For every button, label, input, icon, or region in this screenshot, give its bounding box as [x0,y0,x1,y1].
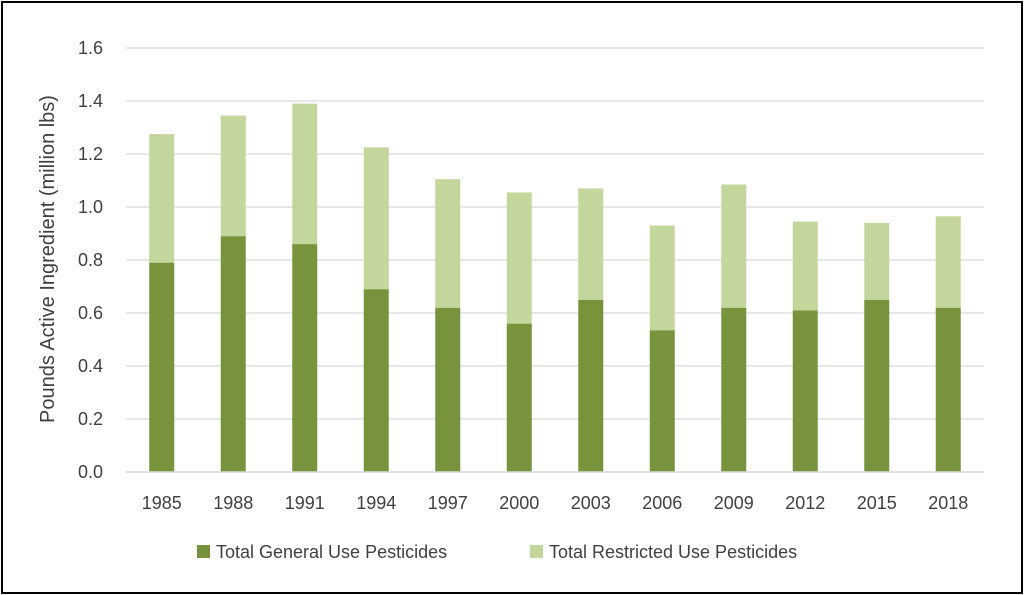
y-axis-title: Pounds Active Ingredient (million lbs) [37,95,59,423]
bar-restricted-use [506,192,532,324]
x-tick-label: 1991 [285,493,325,513]
legend-label-restricted-use: Total Restricted Use Pesticides [549,542,797,562]
bar-general-use [220,236,246,472]
x-tick-label: 2003 [571,493,611,513]
x-tick-label: 2006 [642,493,682,513]
bar-restricted-use [220,115,246,237]
bar-restricted-use [363,147,389,290]
bar-general-use [292,244,318,472]
bar-general-use [149,262,175,472]
x-tick-label: 1988 [213,493,253,513]
legend-swatch-general-use [197,545,210,558]
y-tick-label: 0.2 [78,409,103,429]
y-tick-label: 0.4 [78,356,103,376]
bar-general-use [864,299,890,472]
bar-general-use [792,310,818,472]
x-tick-label: 2012 [785,493,825,513]
y-axis-tick-labels: 0.0 0.2 0.4 0.6 0.8 1.0 1.2 1.4 1.6 [78,38,103,482]
bar-restricted-use [649,225,675,331]
legend-label-general-use: Total General Use Pesticides [216,542,447,562]
bar-general-use [506,323,532,472]
legend-swatch-restricted-use [530,545,543,558]
y-tick-label: 1.6 [78,38,103,58]
bar-general-use [363,289,389,472]
x-tick-label: 2000 [499,493,539,513]
legend: Total General Use Pesticides Total Restri… [197,542,797,562]
y-tick-label: 0.8 [78,250,103,270]
bar-general-use [935,307,961,472]
bar-restricted-use [435,179,461,308]
bar-general-use [721,307,747,472]
x-tick-label: 2015 [857,493,897,513]
y-tick-label: 1.4 [78,91,103,111]
y-tick-label: 1.2 [78,144,103,164]
y-tick-label: 0.6 [78,303,103,323]
x-axis-tick-labels: 1985 1988 1991 1994 1997 2000 2003 2006 2009 2012… [142,493,969,513]
bars [149,103,961,472]
bar-restricted-use [292,103,318,245]
gridlines [126,47,984,420]
bar-restricted-use [149,134,175,263]
y-tick-label: 1.0 [78,197,103,217]
bar-restricted-use [721,184,747,308]
x-tick-label: 1985 [142,493,182,513]
y-tick-label: 0.0 [78,462,103,482]
bar-restricted-use [864,222,890,300]
bar-general-use [578,299,604,472]
bar-general-use [649,330,675,472]
bar-restricted-use [935,216,961,308]
x-tick-label: 2009 [714,493,754,513]
x-tick-label: 1994 [356,493,396,513]
x-tick-label: 2018 [928,493,968,513]
bar-general-use [435,307,461,472]
x-tick-label: 1997 [428,493,468,513]
bar-restricted-use [578,188,604,300]
bar-restricted-use [792,221,818,311]
